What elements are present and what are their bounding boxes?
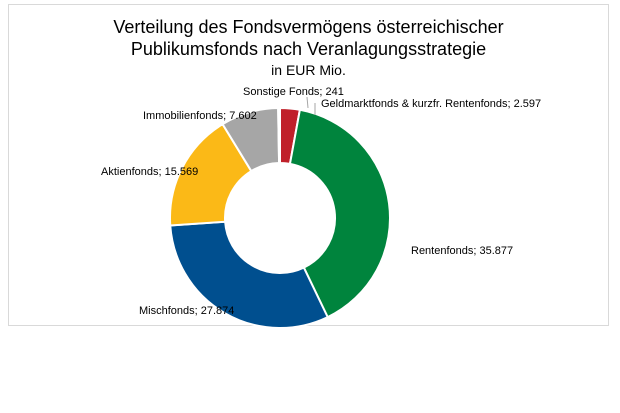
- chart-area: Verteilung des Fondsvermögens österreich…: [8, 4, 609, 327]
- leader-line: [306, 96, 309, 109]
- data-label-aktienfonds: Aktienfonds; 15.569: [101, 166, 198, 178]
- data-label-geldmarktfonds-kurzfr-rentenfonds: Geldmarktfonds & kurzfr. Rentenfonds; 2.…: [321, 98, 541, 110]
- donut-chart: Geldmarktfonds & kurzfr. Rentenfonds; 2.…: [101, 86, 541, 327]
- slice-sonstige-fonds: [277, 106, 281, 165]
- chart-title-line-2: Publikumsfonds nach Veranlagungsstrategi…: [130, 39, 487, 59]
- chart-title-line-1: Verteilung des Fondsvermögens österreich…: [113, 17, 504, 37]
- data-label-rentenfonds: Rentenfonds; 35.877: [411, 245, 513, 257]
- data-label-mischfonds: Mischfonds; 27.874: [139, 305, 234, 317]
- slice-mischfonds: [169, 220, 330, 327]
- data-label-sonstige-fonds: Sonstige Fonds; 241: [243, 86, 344, 98]
- chart-subtitle: in EUR Mio.: [271, 62, 346, 78]
- slice-rentenfonds: [288, 108, 391, 319]
- data-label-immobilienfonds: Immobilienfonds; 7.602: [143, 110, 257, 122]
